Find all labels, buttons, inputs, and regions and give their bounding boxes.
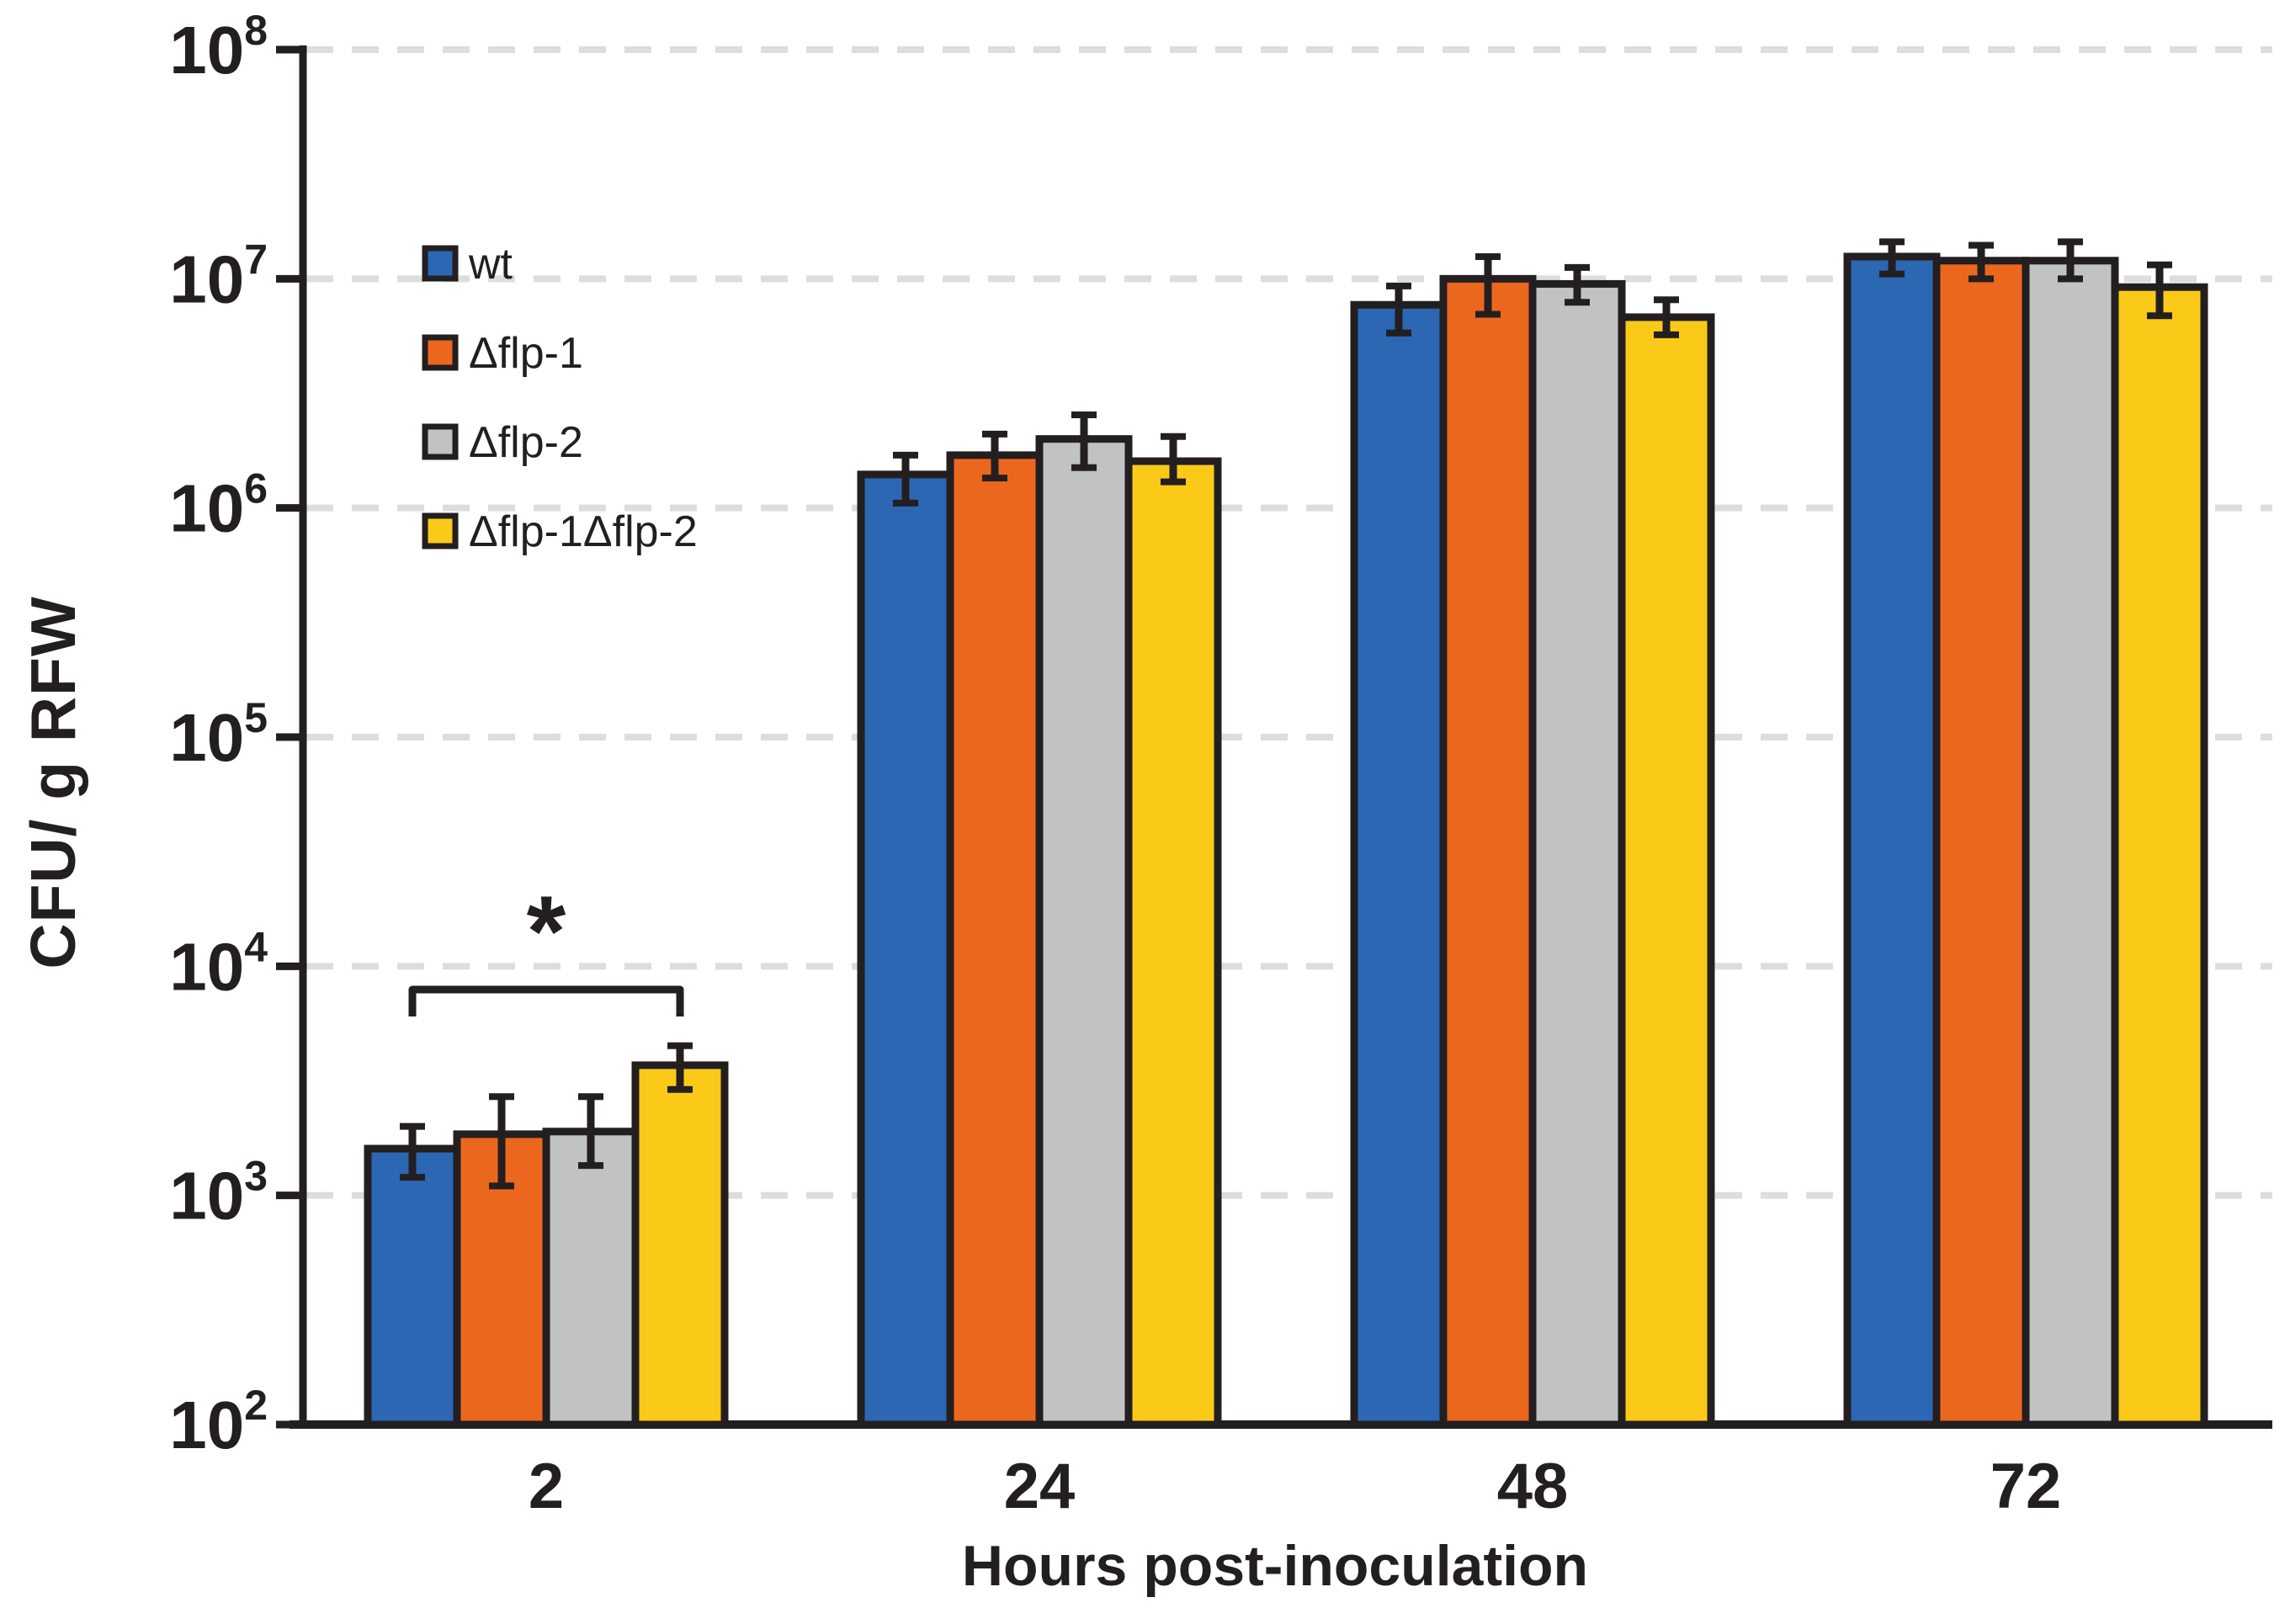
- legend-item-dflp-1: Δflp-1: [422, 329, 583, 378]
- significance-asterisk: *: [527, 875, 566, 988]
- bar-dflp-2-48h: [1528, 279, 1626, 1429]
- legend-label-dflp-1dflp-2: Δflp-1Δflp-2: [469, 507, 698, 556]
- y-tick-label-1e3: 103: [169, 1153, 268, 1234]
- error-bar-dflp-1dflp-2-72h: [2147, 261, 2172, 320]
- error-bar-dflp-1-72h: [1969, 241, 1994, 283]
- legend-label-dflp-1: Δflp-1: [469, 329, 583, 378]
- legend-item-dflp-1dflp-2: Δflp-1Δflp-2: [422, 507, 698, 556]
- bar-dflp-1dflp-2-48h: [1618, 313, 1715, 1429]
- x-tick-label-2h: 2: [529, 1451, 564, 1522]
- error-bar-dflp-2-2h: [578, 1093, 603, 1170]
- x-tick-label-72h: 72: [1990, 1451, 2062, 1522]
- error-bar-dflp-1-48h: [1475, 252, 1501, 318]
- legend-swatch-wt: [422, 245, 459, 282]
- bar-dflp-1dflp-2-2h: [631, 1061, 729, 1429]
- y-tick-label-1e6: 106: [169, 465, 268, 546]
- error-bar-dflp-1-2h: [489, 1093, 514, 1190]
- error-bar-wt-48h: [1386, 282, 1411, 337]
- bar-wt-72h: [1843, 252, 1941, 1429]
- bar-dflp-2-24h: [1035, 435, 1133, 1429]
- significance-bracket: [408, 985, 684, 1016]
- legend-swatch-dflp-1dflp-2: [422, 512, 459, 549]
- bar-dflp-2-2h: [542, 1128, 640, 1429]
- x-tick-label-24h: 24: [1004, 1451, 1076, 1522]
- y-axis-title: CFU/ g RFW: [18, 596, 88, 969]
- legend-label-wt: wt: [468, 240, 513, 289]
- legend-swatch-dflp-1: [422, 334, 459, 371]
- legend-item-dflp-2: Δflp-2: [422, 418, 583, 467]
- error-bar-wt-24h: [893, 451, 918, 507]
- bar-dflp-2-72h: [2022, 257, 2119, 1429]
- error-bar-dflp-2-72h: [2058, 238, 2083, 283]
- error-bar-wt-2h: [400, 1122, 425, 1181]
- legend-item-wt: wt: [422, 240, 513, 289]
- bar-dflp-1dflp-2-24h: [1124, 457, 1222, 1429]
- bar-wt-48h: [1350, 300, 1448, 1429]
- bar-dflp-1dflp-2-72h: [2111, 283, 2208, 1429]
- y-tick-label-1e8: 108: [169, 7, 268, 88]
- y-tick-label-1e4: 104: [169, 923, 268, 1004]
- error-bar-dflp-2-24h: [1071, 411, 1097, 471]
- error-bar-dflp-1dflp-2-48h: [1654, 296, 1679, 338]
- bar-dflp-1-72h: [1932, 257, 2030, 1429]
- error-bar-dflp-1dflp-2-2h: [667, 1042, 693, 1093]
- y-tick-label-1e5: 105: [169, 694, 268, 775]
- bar-dflp-1-24h: [946, 451, 1044, 1429]
- bar-dflp-1-48h: [1439, 274, 1537, 1429]
- x-axis-title: Hours post-inoculation: [961, 1534, 1589, 1598]
- bar-wt-2h: [364, 1144, 461, 1429]
- error-bar-dflp-1-24h: [982, 430, 1007, 482]
- error-bar-dflp-2-48h: [1565, 263, 1590, 306]
- bar-wt-24h: [857, 470, 954, 1429]
- error-bar-dflp-1dflp-2-24h: [1161, 433, 1186, 486]
- error-bar-wt-72h: [1879, 238, 1905, 278]
- legend-swatch-dflp-2: [422, 423, 459, 460]
- y-tick-label-1e2: 102: [169, 1382, 268, 1462]
- x-tick-label-48h: 48: [1497, 1451, 1569, 1522]
- y-tick-label-1e7: 107: [169, 236, 268, 316]
- legend-label-dflp-2: Δflp-2: [469, 418, 583, 467]
